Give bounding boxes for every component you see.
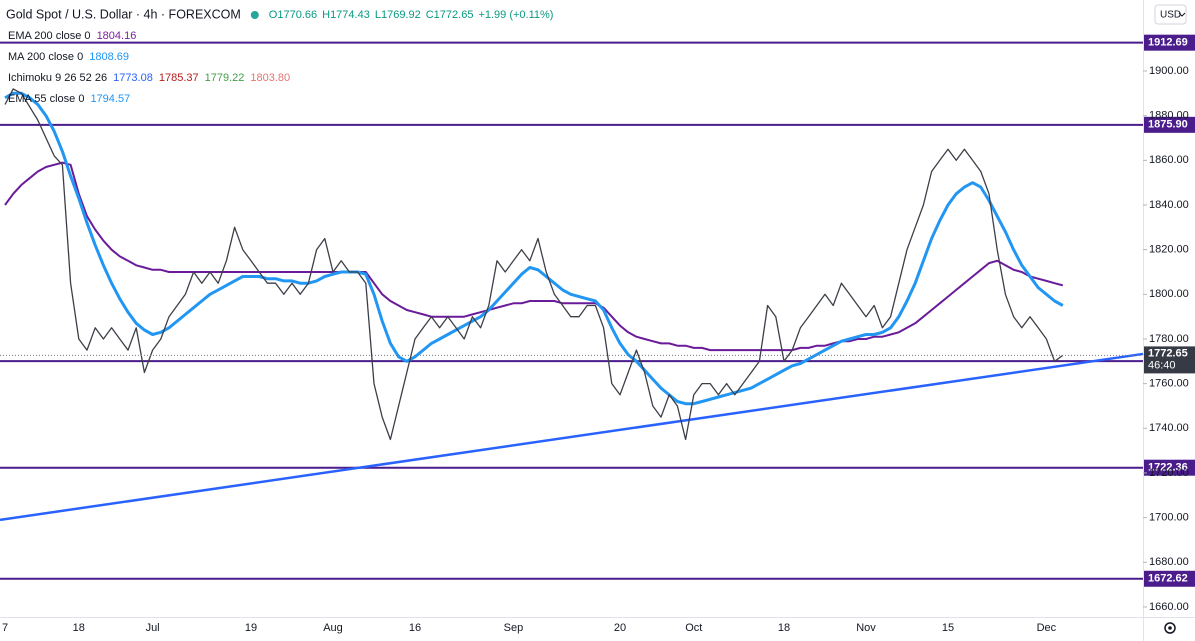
x-tick-label: 19 [245,622,257,634]
ohlc-value: +1.99 (+0.11%) [478,9,553,21]
x-tick-label: Sep [504,622,524,634]
indicator-line [4,91,1064,406]
trendline [0,352,1144,522]
ohlc-value: C1772.65 [426,9,474,21]
legend-name: MA 200 close 0 [8,51,83,63]
x-tick-label: 18 [778,622,790,634]
legend-value: 1803.80 [250,72,290,84]
x-tick-label: 20 [614,622,626,634]
legend-value: 1794.57 [90,93,130,105]
level-tag [1144,34,1195,51]
legend-value: 1779.22 [205,72,245,84]
ohlc-value: L1769.92 [375,9,421,21]
countdown-label: 46:40 [1148,359,1176,371]
chart-title: Gold Spot / U.S. Dollar · 4h · FOREXCOM [6,7,241,21]
currency-label[interactable]: USD [1160,10,1181,21]
indicator-line [4,161,1064,352]
y-tick-label: 1800.00 [1149,288,1189,300]
y-tick-label: 1760.00 [1149,378,1189,390]
x-tick-label: 7 [2,622,8,634]
y-tick-label: 1780.00 [1149,333,1189,345]
settings-icon[interactable] [1164,622,1176,634]
market-status-dot [250,11,259,19]
level-tag [1144,116,1195,133]
legend-value: 1785.37 [159,72,199,84]
x-tick-label: Dec [1037,622,1057,634]
level-tag [1144,570,1195,587]
x-tick-label: 16 [409,622,421,634]
price-line [4,88,1064,441]
level-label: 1875.90 [1148,119,1188,131]
level-label: 1672.62 [1148,573,1188,585]
legend-value: 1804.16 [97,30,137,42]
x-tick-label: Oct [685,622,702,634]
legend-value: 1773.08 [113,72,153,84]
x-tick-label: 15 [942,622,954,634]
x-tick-label: 18 [73,622,85,634]
y-tick-label: 1700.00 [1149,512,1189,524]
y-tick-label: 1860.00 [1149,154,1189,166]
x-tick-label: Aug [323,622,343,634]
currency-button[interactable] [1154,4,1187,25]
y-tick-label: 1660.00 [1149,601,1189,613]
overlay: 1912.691875.901770.111722.361672.621772.… [1144,34,1195,587]
y-tick-label: 1680.00 [1149,556,1189,568]
ohlc-value: H1774.43 [322,9,370,21]
level-label: 1722.36 [1148,462,1188,474]
ohlc-value: O1770.66 [269,9,317,21]
y-tick-label: 1880.00 [1149,110,1189,122]
y-tick-label: 1740.00 [1149,422,1189,434]
current-price-label: 1772.65 [1148,347,1188,359]
plot [0,41,1144,580]
current-price-tag [1144,346,1195,374]
legend-name: Ichimoku 9 26 52 26 [8,72,107,84]
level-tag [1144,459,1195,476]
currency-caret [1178,12,1186,17]
x-tick-label: Jul [146,622,160,634]
level-label: 1912.69 [1148,37,1188,49]
x-tick-label: Nov [856,622,876,634]
legend-name: EMA 55 close 0 [8,93,84,105]
legend-value: 1808.69 [89,51,129,63]
y-tick-label: 1900.00 [1149,65,1189,77]
y-tick-label: 1720.00 [1149,467,1189,479]
legend-name: EMA 200 close 0 [8,30,91,42]
settings-icon-center [1168,626,1172,630]
y-tick-label: 1840.00 [1149,199,1189,211]
y-tick-label: 1820.00 [1149,244,1189,256]
